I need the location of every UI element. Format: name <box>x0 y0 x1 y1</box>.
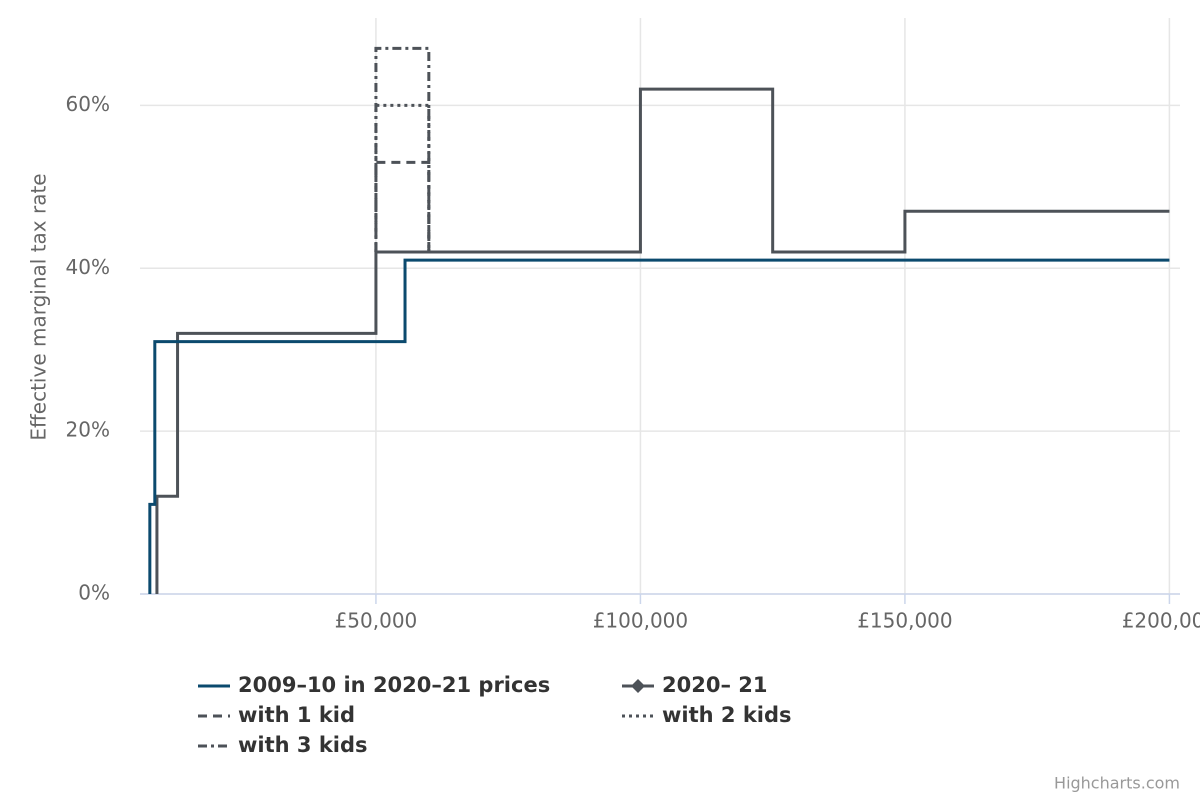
legend-label[interactable]: 2009–10 in 2020–21 prices <box>238 673 550 697</box>
legend-label[interactable]: 2020– 21 <box>662 673 767 697</box>
series-line <box>374 46 431 252</box>
legend-label[interactable]: with 3 kids <box>238 733 368 757</box>
y-tick-label: 20% <box>66 418 110 442</box>
x-tick-label: £100,000 <box>593 609 688 633</box>
x-tick-label: £150,000 <box>857 609 952 633</box>
y-axis-title: Effective marginal tax rate <box>27 173 51 440</box>
series-line <box>148 258 1170 594</box>
series-line <box>374 103 431 252</box>
legend-label[interactable]: with 2 kids <box>662 703 792 727</box>
y-tick-label: 40% <box>66 255 110 279</box>
x-tick-label: £200,000 <box>1122 609 1200 633</box>
credit[interactable]: Highcharts.com <box>1054 774 1180 793</box>
legend-marker <box>631 679 645 693</box>
legend-label[interactable]: with 1 kid <box>238 703 355 727</box>
series-line <box>155 87 1170 594</box>
y-tick-label: 60% <box>66 92 110 116</box>
y-tick-label: 0% <box>78 581 110 605</box>
x-tick-label: £50,000 <box>335 609 418 633</box>
series-line <box>374 160 431 252</box>
